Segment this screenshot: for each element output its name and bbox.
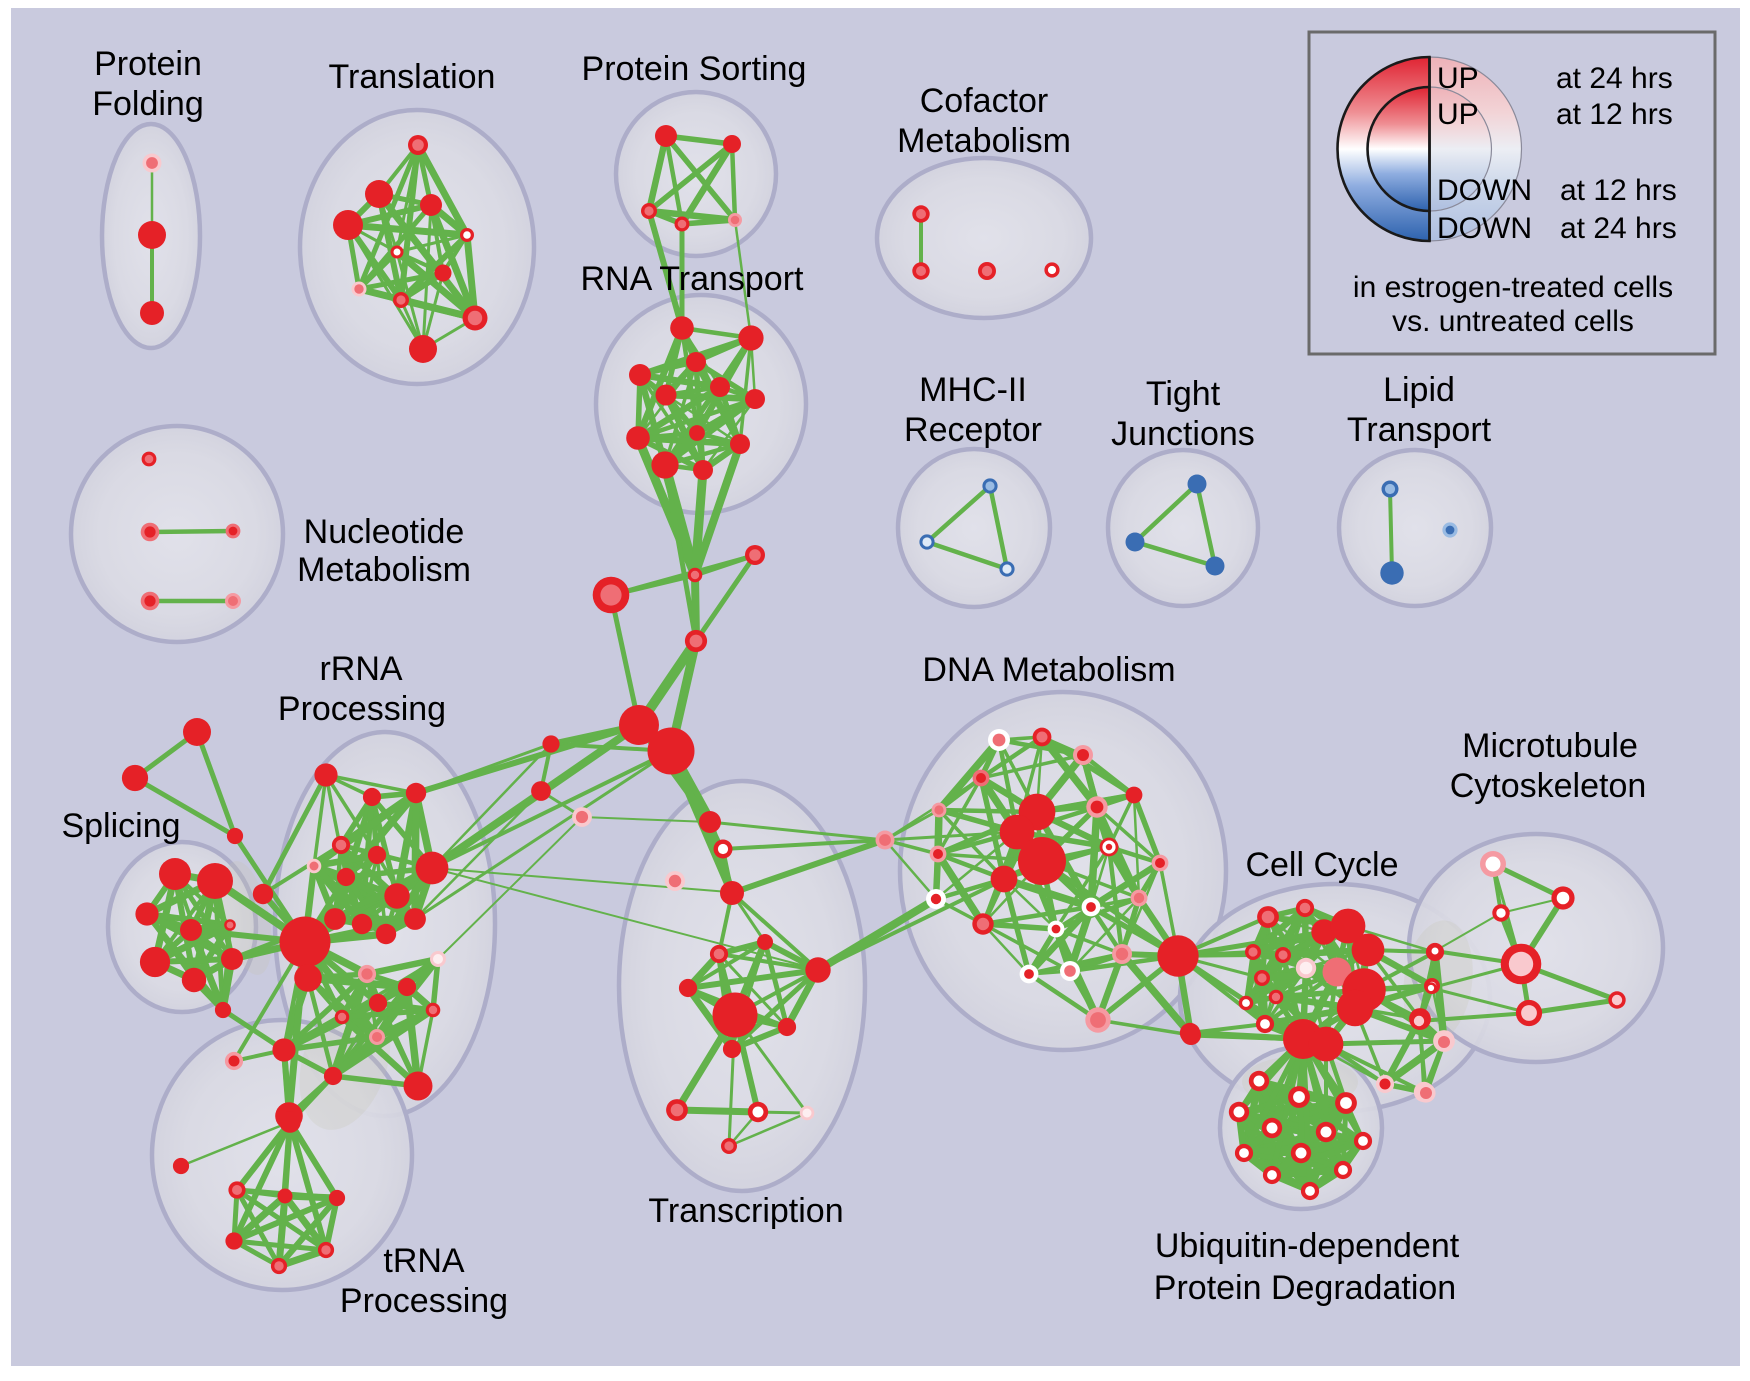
svg-text:rRNA: rRNA — [319, 650, 402, 688]
svg-text:Nucleotide: Nucleotide — [304, 513, 465, 551]
svg-text:Protein Sorting: Protein Sorting — [582, 50, 807, 88]
svg-text:Processing: Processing — [340, 1282, 508, 1320]
svg-text:Junctions: Junctions — [1111, 415, 1255, 453]
svg-text:Transport: Transport — [1347, 411, 1492, 449]
svg-text:Folding: Folding — [92, 85, 204, 123]
svg-text:Translation: Translation — [329, 58, 496, 96]
svg-text:Microtubule: Microtubule — [1462, 727, 1638, 765]
svg-text:DOWN: DOWN — [1437, 174, 1532, 207]
svg-text:vs. untreated cells: vs. untreated cells — [1392, 305, 1634, 338]
svg-text:Protein Degradation: Protein Degradation — [1154, 1269, 1456, 1307]
svg-text:at 12 hrs: at 12 hrs — [1556, 98, 1673, 131]
svg-text:UP: UP — [1437, 98, 1479, 131]
svg-text:Ubiquitin-dependent: Ubiquitin-dependent — [1155, 1227, 1460, 1265]
svg-text:at 12 hrs: at 12 hrs — [1560, 174, 1677, 207]
svg-text:Processing: Processing — [278, 690, 446, 728]
svg-text:DOWN: DOWN — [1437, 212, 1532, 245]
svg-text:Cytoskeleton: Cytoskeleton — [1450, 767, 1647, 805]
svg-text:Metabolism: Metabolism — [297, 551, 471, 589]
svg-text:Splicing: Splicing — [61, 807, 180, 845]
svg-text:RNA Transport: RNA Transport — [581, 260, 805, 298]
svg-text:Protein: Protein — [94, 45, 202, 83]
svg-text:Lipid: Lipid — [1383, 371, 1455, 409]
svg-text:at 24 hrs: at 24 hrs — [1560, 212, 1677, 245]
svg-text:Cell Cycle: Cell Cycle — [1245, 846, 1398, 884]
svg-text:at 24 hrs: at 24 hrs — [1556, 62, 1673, 95]
svg-text:DNA Metabolism: DNA Metabolism — [922, 651, 1175, 689]
svg-text:in estrogen-treated cells: in estrogen-treated cells — [1353, 271, 1673, 304]
svg-text:Metabolism: Metabolism — [897, 122, 1071, 160]
svg-text:Tight: Tight — [1146, 375, 1221, 413]
svg-text:Transcription: Transcription — [648, 1192, 843, 1230]
svg-text:Cofactor: Cofactor — [920, 82, 1049, 120]
svg-text:Receptor: Receptor — [904, 411, 1042, 449]
svg-text:UP: UP — [1437, 62, 1479, 95]
svg-text:tRNA: tRNA — [383, 1242, 465, 1280]
svg-text:MHC-II: MHC-II — [919, 371, 1027, 409]
